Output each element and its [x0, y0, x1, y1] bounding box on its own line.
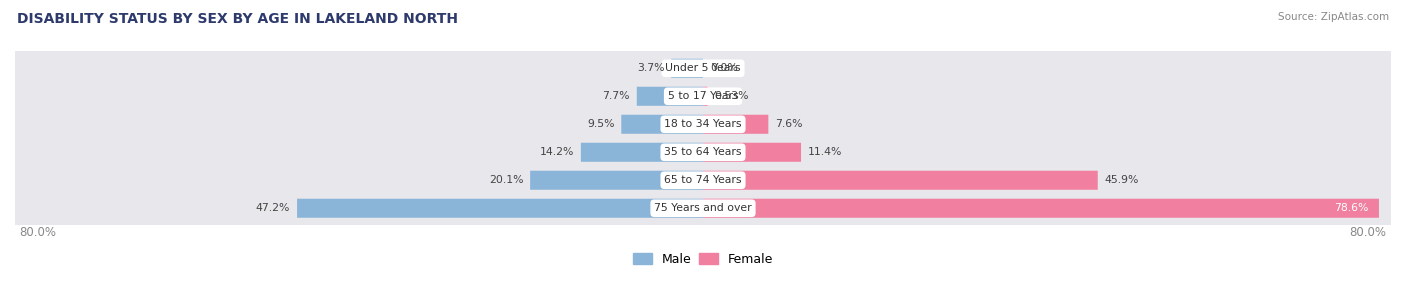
Text: 3.7%: 3.7%: [637, 63, 664, 73]
FancyBboxPatch shape: [14, 188, 1392, 228]
FancyBboxPatch shape: [703, 115, 768, 134]
Text: 20.1%: 20.1%: [489, 175, 523, 185]
FancyBboxPatch shape: [581, 143, 703, 162]
Text: Under 5 Years: Under 5 Years: [665, 63, 741, 73]
FancyBboxPatch shape: [14, 132, 1392, 172]
FancyBboxPatch shape: [14, 48, 1392, 88]
Text: 14.2%: 14.2%: [540, 147, 574, 157]
FancyBboxPatch shape: [14, 104, 1392, 144]
Text: 35 to 64 Years: 35 to 64 Years: [664, 147, 742, 157]
Text: 0.53%: 0.53%: [714, 91, 749, 101]
FancyBboxPatch shape: [703, 171, 1098, 190]
Legend: Male, Female: Male, Female: [628, 248, 778, 271]
Text: Source: ZipAtlas.com: Source: ZipAtlas.com: [1278, 12, 1389, 22]
Text: 9.5%: 9.5%: [586, 119, 614, 129]
FancyBboxPatch shape: [297, 199, 703, 218]
FancyBboxPatch shape: [703, 199, 1379, 218]
FancyBboxPatch shape: [14, 161, 1392, 200]
Text: 80.0%: 80.0%: [20, 226, 56, 239]
FancyBboxPatch shape: [637, 87, 703, 106]
FancyBboxPatch shape: [671, 59, 703, 78]
Text: 75 Years and over: 75 Years and over: [654, 203, 752, 213]
Text: 11.4%: 11.4%: [808, 147, 842, 157]
FancyBboxPatch shape: [621, 115, 703, 134]
FancyBboxPatch shape: [530, 171, 703, 190]
FancyBboxPatch shape: [703, 143, 801, 162]
FancyBboxPatch shape: [703, 87, 707, 106]
Text: 5 to 17 Years: 5 to 17 Years: [668, 91, 738, 101]
Text: 45.9%: 45.9%: [1105, 175, 1139, 185]
FancyBboxPatch shape: [14, 76, 1392, 116]
Text: 47.2%: 47.2%: [256, 203, 290, 213]
Text: DISABILITY STATUS BY SEX BY AGE IN LAKELAND NORTH: DISABILITY STATUS BY SEX BY AGE IN LAKEL…: [17, 12, 458, 26]
Text: 7.7%: 7.7%: [602, 91, 630, 101]
Text: 65 to 74 Years: 65 to 74 Years: [664, 175, 742, 185]
Text: 80.0%: 80.0%: [1350, 226, 1386, 239]
Text: 7.6%: 7.6%: [775, 119, 803, 129]
Text: 18 to 34 Years: 18 to 34 Years: [664, 119, 742, 129]
Text: 78.6%: 78.6%: [1334, 203, 1368, 213]
Text: 0.0%: 0.0%: [710, 63, 738, 73]
